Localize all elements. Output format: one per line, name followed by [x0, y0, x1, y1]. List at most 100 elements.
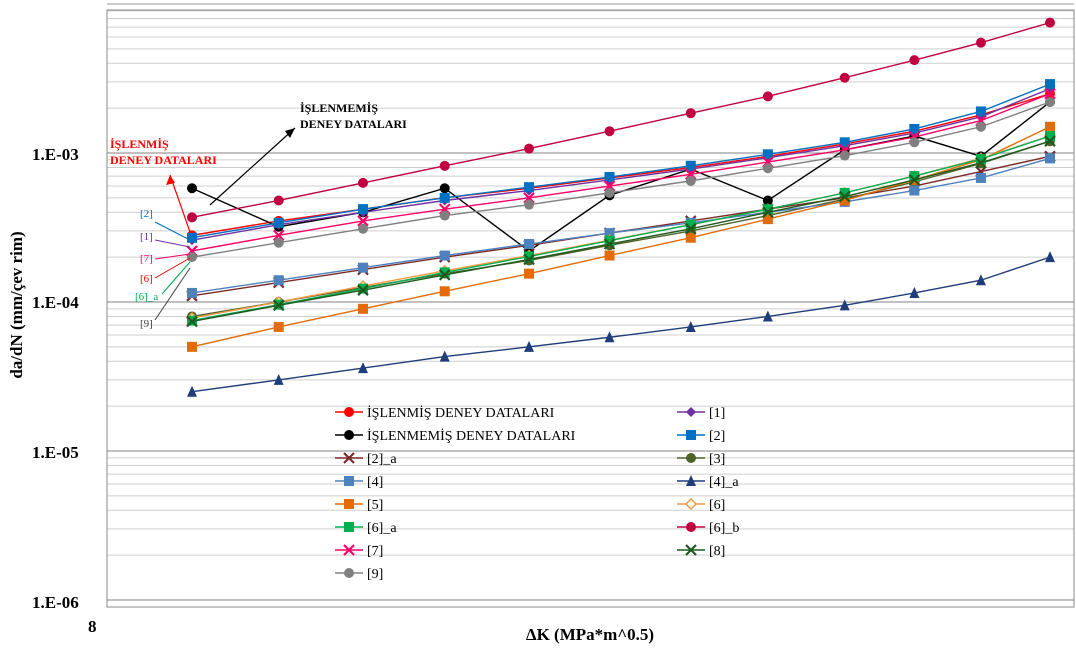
data-point	[358, 223, 369, 234]
data-point	[524, 340, 535, 352]
legend-swatch-marker	[686, 475, 696, 486]
data-point	[358, 204, 369, 215]
data-point	[684, 223, 697, 235]
data-point	[603, 238, 616, 250]
data-point	[524, 182, 535, 193]
side-label-6: [6]	[140, 273, 153, 285]
legend-entry: [8]	[677, 544, 725, 559]
legend: İŞLENMİŞ DENEY DATALARI İŞLENMEMİŞ DENEY …	[335, 405, 739, 582]
data-point	[357, 215, 369, 227]
legend-label: [6]_b	[709, 521, 739, 536]
data-point	[909, 55, 920, 66]
side-label-7-arrow	[154, 253, 191, 260]
legend-entry: [4]_a	[677, 475, 739, 490]
data-point	[839, 150, 850, 161]
y-tick-labels: 1.E-06 1.E-05 1.E-04 1.E-03	[32, 145, 79, 612]
data-point	[908, 174, 921, 186]
legend-entry: [6]	[677, 497, 725, 513]
data-point	[839, 195, 850, 206]
legend-swatch-marker	[343, 544, 355, 556]
legend-entry: [9]	[335, 567, 383, 582]
data-point	[524, 239, 535, 250]
side-label-2: [2]	[140, 208, 153, 220]
data-point	[187, 232, 197, 243]
annotation-raw-arrowhead	[285, 128, 295, 138]
data-point	[438, 269, 451, 281]
data-point	[1045, 251, 1055, 263]
side-label-1: [1]	[140, 231, 153, 243]
series-line	[191, 88, 1051, 241]
data-point	[1045, 17, 1055, 28]
legend-swatch-marker	[344, 568, 354, 578]
series-line	[191, 93, 1051, 252]
data-point	[524, 199, 535, 210]
data-point	[975, 154, 986, 165]
data-point	[187, 341, 197, 352]
data-point	[1045, 131, 1055, 142]
legend-swatch-marker	[344, 407, 354, 417]
side-label-6-arrow	[154, 257, 191, 279]
series-line	[191, 135, 1051, 322]
data-point	[685, 219, 696, 230]
y-tick-label: 1.E-05	[32, 443, 79, 462]
data-point	[1045, 153, 1055, 164]
data-point	[762, 149, 773, 160]
annotation-processed-arrowhead	[166, 175, 175, 185]
legend-label: [2]_a	[367, 452, 397, 467]
data-point	[838, 190, 851, 203]
data-point	[685, 175, 696, 186]
legend-label: [6]	[709, 498, 725, 513]
data-point	[975, 106, 986, 117]
data-point	[272, 299, 285, 312]
legend-entry: [2]	[677, 429, 725, 444]
data-point	[524, 251, 535, 262]
annotation-raw-arrow	[209, 127, 296, 206]
series-line	[191, 140, 1051, 323]
legend-entry: [3]	[677, 452, 725, 467]
data-point	[524, 143, 535, 154]
data-point	[439, 210, 450, 221]
legend-swatch-marker	[344, 522, 354, 532]
annotation-processed-line1: İŞLENMİŞ	[110, 137, 169, 151]
data-point	[762, 214, 773, 225]
data-point	[685, 160, 696, 171]
data-point	[439, 192, 450, 203]
data-point	[909, 286, 920, 298]
side-label-9: [9]	[140, 318, 153, 330]
data-point	[187, 252, 197, 263]
data-point	[762, 163, 773, 174]
y-tick-label: 1.E-06	[32, 593, 79, 612]
legend-entry: [6]_a	[335, 521, 397, 536]
plot-area-border	[106, 9, 1075, 608]
data-point	[909, 185, 920, 196]
data-point	[358, 177, 369, 188]
series-line	[191, 140, 1051, 318]
data-point	[439, 286, 450, 297]
data-point	[439, 350, 450, 362]
data-point	[1044, 87, 1056, 100]
legend-entry: [1]	[677, 406, 725, 421]
data-point	[439, 250, 450, 261]
data-point	[273, 321, 284, 332]
series-7	[187, 251, 1055, 397]
side-label-6a-arrow	[161, 261, 191, 295]
legend-swatch-marker	[686, 453, 696, 463]
gridlines	[107, 3, 1074, 601]
annotation-processed: İŞLENMİŞ DENEY DATALARI	[110, 137, 217, 233]
series-11	[187, 17, 1055, 223]
data-point	[909, 171, 920, 182]
data-point	[975, 121, 986, 132]
legend-label: İŞLENMİŞ DENEY DATALARI	[367, 405, 555, 421]
series-line	[191, 157, 1051, 294]
side-label-1-arrow	[154, 239, 191, 248]
data-point	[909, 123, 920, 134]
data-point	[1045, 121, 1055, 132]
data-point	[604, 331, 615, 343]
legend-label: [6]_a	[367, 521, 397, 536]
legend-swatch-marker	[685, 544, 697, 556]
data-point	[439, 160, 450, 171]
y-axis-title: da/dN (mm/çev rim)	[7, 231, 26, 378]
data-point	[604, 228, 615, 239]
side-label-7: [7]	[140, 253, 153, 265]
